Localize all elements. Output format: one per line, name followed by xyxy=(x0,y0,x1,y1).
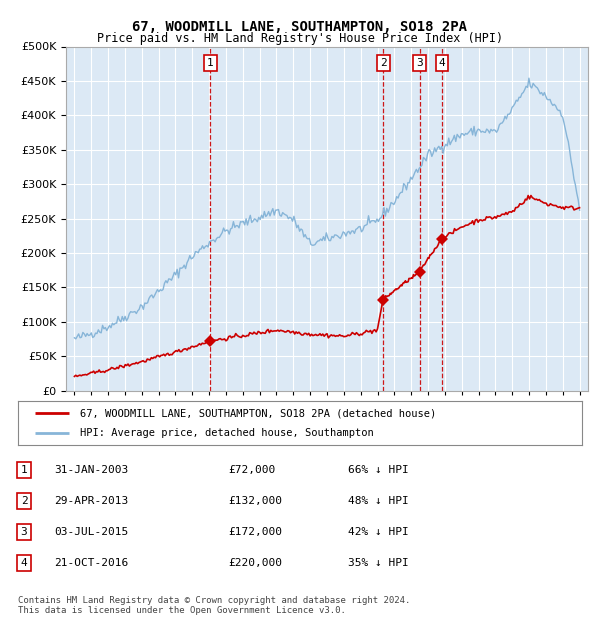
Text: 42% ↓ HPI: 42% ↓ HPI xyxy=(348,527,409,537)
Text: 66% ↓ HPI: 66% ↓ HPI xyxy=(348,465,409,475)
Text: 2: 2 xyxy=(380,58,386,68)
Text: 2: 2 xyxy=(20,496,28,506)
Text: Price paid vs. HM Land Registry's House Price Index (HPI): Price paid vs. HM Land Registry's House … xyxy=(97,32,503,45)
Text: 4: 4 xyxy=(439,58,445,68)
Text: 03-JUL-2015: 03-JUL-2015 xyxy=(54,527,128,537)
Text: 3: 3 xyxy=(416,58,423,68)
Text: Contains HM Land Registry data © Crown copyright and database right 2024.
This d: Contains HM Land Registry data © Crown c… xyxy=(18,596,410,615)
Text: 67, WOODMILL LANE, SOUTHAMPTON, SO18 2PA: 67, WOODMILL LANE, SOUTHAMPTON, SO18 2PA xyxy=(133,20,467,34)
Text: 35% ↓ HPI: 35% ↓ HPI xyxy=(348,558,409,568)
Text: £72,000: £72,000 xyxy=(228,465,275,475)
Text: HPI: Average price, detached house, Southampton: HPI: Average price, detached house, Sout… xyxy=(80,428,374,438)
Text: 21-OCT-2016: 21-OCT-2016 xyxy=(54,558,128,568)
Text: £172,000: £172,000 xyxy=(228,527,282,537)
Text: 29-APR-2013: 29-APR-2013 xyxy=(54,496,128,506)
Text: 48% ↓ HPI: 48% ↓ HPI xyxy=(348,496,409,506)
Text: 31-JAN-2003: 31-JAN-2003 xyxy=(54,465,128,475)
Text: 1: 1 xyxy=(207,58,214,68)
Text: £132,000: £132,000 xyxy=(228,496,282,506)
Text: £220,000: £220,000 xyxy=(228,558,282,568)
Text: 3: 3 xyxy=(20,527,28,537)
Text: 67, WOODMILL LANE, SOUTHAMPTON, SO18 2PA (detached house): 67, WOODMILL LANE, SOUTHAMPTON, SO18 2PA… xyxy=(80,408,436,418)
Text: 1: 1 xyxy=(20,465,28,475)
Text: 4: 4 xyxy=(20,558,28,568)
